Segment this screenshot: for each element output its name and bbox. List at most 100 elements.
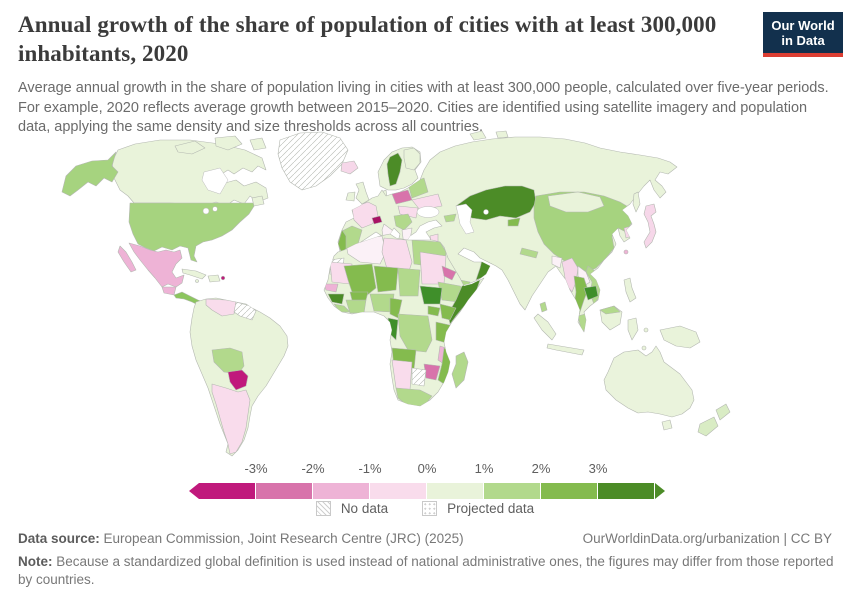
great-lake-2	[212, 206, 218, 212]
country-canada-arctic-3[interactable]	[249, 137, 267, 151]
country-nz-north[interactable]	[715, 403, 731, 421]
projected-data-swatch[interactable]	[422, 501, 438, 516]
legend-bin-2[interactable]	[256, 483, 313, 499]
country-puerto-rico[interactable]	[220, 275, 226, 281]
data-source: Data source: European Commission, Joint …	[18, 531, 464, 546]
island-tasmania[interactable]	[661, 419, 673, 431]
country-tanzania[interactable]	[435, 321, 455, 345]
country-mexico[interactable]	[128, 242, 185, 288]
country-drc[interactable]	[397, 313, 433, 353]
country-niger[interactable]	[373, 265, 399, 293]
country-south-sudan[interactable]	[419, 285, 443, 305]
country-canada-arctic-1[interactable]	[174, 140, 206, 155]
country-senegal[interactable]	[324, 283, 339, 293]
country-cuba[interactable]	[181, 268, 207, 280]
country-madagascar[interactable]	[451, 351, 469, 389]
legend-bin-8[interactable]	[598, 483, 655, 499]
country-kazakhstan[interactable]	[455, 185, 537, 221]
island-java[interactable]	[546, 343, 585, 356]
country-greenland[interactable]	[277, 131, 349, 191]
legend-arrow-left[interactable]	[189, 483, 199, 499]
country-taiwan[interactable]	[623, 249, 629, 255]
region-gabon-congo[interactable]	[387, 317, 399, 341]
country-venezuela[interactable]	[205, 298, 237, 317]
country-finland[interactable]	[403, 147, 421, 171]
country-sakhalin[interactable]	[632, 191, 641, 213]
country-nepal[interactable]	[519, 247, 539, 259]
country-eritrea[interactable]	[441, 265, 457, 281]
country-uganda[interactable]	[427, 305, 441, 317]
country-guinea[interactable]	[327, 293, 345, 305]
country-iceland[interactable]	[340, 160, 359, 175]
country-canada-arctic-2[interactable]	[214, 135, 243, 151]
country-australia[interactable]	[603, 345, 695, 418]
country-argentina[interactable]	[211, 383, 251, 455]
country-switzerland[interactable]	[371, 215, 383, 225]
data-source-label: Data source:	[18, 531, 100, 546]
country-botswana[interactable]	[411, 367, 427, 387]
country-burkina[interactable]	[349, 291, 369, 301]
country-mongolia[interactable]	[547, 191, 605, 213]
data-source-text: European Commission, Joint Research Cent…	[99, 531, 464, 546]
country-alaska[interactable]	[61, 151, 119, 197]
country-chad[interactable]	[397, 267, 421, 297]
region-balkans[interactable]	[393, 213, 413, 231]
country-usa[interactable]	[128, 202, 257, 263]
country-philippines[interactable]	[623, 277, 637, 303]
chart-subtitle: Average annual growth in the share of po…	[18, 80, 829, 135]
country-kenya[interactable]	[439, 303, 457, 321]
no-data-swatch[interactable]	[315, 501, 331, 516]
country-cambodia[interactable]	[583, 285, 599, 301]
legend-color-bar	[189, 483, 665, 499]
island-sumatra[interactable]	[533, 313, 557, 341]
country-guatemala[interactable]	[161, 286, 177, 296]
country-japan[interactable]	[643, 203, 657, 249]
caspian-sea	[455, 203, 475, 235]
legend-arrow-right[interactable]	[655, 483, 665, 499]
country-paraguay[interactable]	[227, 369, 249, 391]
country-mexico-baja[interactable]	[117, 245, 137, 273]
island-russia-arctic-1[interactable]	[469, 130, 487, 141]
aral-sea	[483, 209, 489, 215]
legend-bin-4[interactable]	[370, 483, 427, 499]
country-sweden[interactable]	[386, 152, 403, 187]
country-tajikistan[interactable]	[507, 217, 521, 227]
owid-link[interactable]: OurWorldinData.org/urbanization | CC BY	[582, 531, 832, 546]
country-ukraine[interactable]	[411, 193, 443, 211]
country-hispaniola[interactable]	[207, 274, 221, 283]
country-cameroon[interactable]	[389, 297, 403, 319]
island-sulawesi[interactable]	[627, 317, 639, 341]
region-caucasus[interactable]	[443, 213, 457, 223]
country-sri-lanka[interactable]	[539, 301, 548, 313]
no-data-label: No data	[340, 501, 389, 516]
country-bangladesh[interactable]	[551, 255, 563, 269]
island-moluccas[interactable]	[643, 327, 649, 333]
country-uk[interactable]	[355, 181, 370, 205]
projected-data-label: Projected data	[447, 501, 535, 516]
legend-bin-3[interactable]	[313, 483, 370, 499]
region-romania-hungary[interactable]	[397, 205, 419, 219]
owid-logo-line1: Our World	[771, 18, 835, 33]
country-south-africa[interactable]	[395, 387, 433, 406]
legend-tick: -2%	[301, 461, 325, 476]
legend-bin-5[interactable]	[427, 483, 484, 499]
island-new-guinea[interactable]	[659, 325, 701, 349]
island-timor[interactable]	[641, 345, 647, 351]
country-somalia[interactable]	[447, 279, 481, 325]
legend-tick: 3%	[588, 461, 608, 476]
region-malaysia-borneo[interactable]	[599, 305, 621, 315]
legend-bin-7[interactable]	[541, 483, 598, 499]
legend-bin-6[interactable]	[484, 483, 541, 499]
legend-bin-1[interactable]	[199, 483, 256, 499]
legend-tick: 2%	[531, 461, 551, 476]
country-ireland[interactable]	[345, 191, 356, 202]
black-sea	[416, 206, 440, 218]
island-russia-arctic-2[interactable]	[495, 130, 509, 139]
country-newfoundland[interactable]	[251, 195, 265, 207]
country-jamaica[interactable]	[195, 279, 199, 283]
country-nz-south[interactable]	[697, 416, 719, 437]
note-text: Because a standardized global definition…	[18, 554, 834, 587]
country-china[interactable]	[533, 191, 633, 273]
page-title: Annual growth of the share of population…	[18, 12, 717, 66]
